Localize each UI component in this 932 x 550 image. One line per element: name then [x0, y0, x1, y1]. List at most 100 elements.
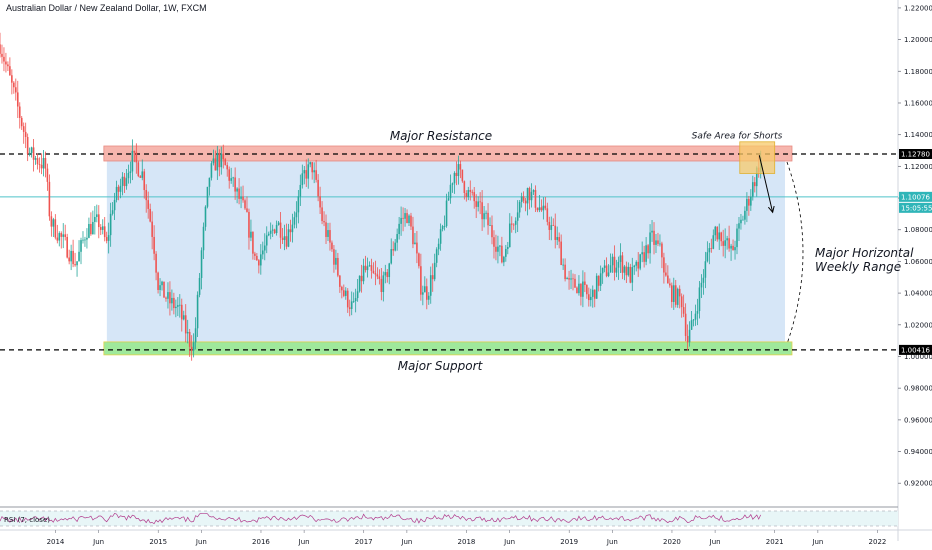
candle-body [510, 223, 513, 225]
candle-body [115, 186, 118, 200]
candle-body [439, 229, 442, 244]
candle-body [339, 275, 341, 287]
y-tick-label: 1.16000 [904, 99, 932, 107]
candle-body [173, 297, 175, 309]
candle-body [252, 231, 254, 254]
candle-body [143, 171, 146, 191]
candle-body [295, 212, 298, 218]
candle-body [449, 184, 452, 199]
candle-body [445, 200, 448, 227]
candle-body [532, 190, 535, 192]
candle-body [641, 252, 643, 255]
candle-body [348, 307, 351, 309]
candle-body [76, 261, 78, 266]
candle-body [36, 158, 39, 165]
candle-body [226, 165, 229, 170]
candle-body [354, 298, 357, 302]
candle-body [580, 283, 582, 297]
candle-body [734, 247, 736, 251]
candle-body [135, 152, 138, 163]
candle-body [722, 241, 724, 246]
candle-body [696, 311, 699, 314]
candle-body [473, 192, 476, 202]
candle-body [313, 170, 315, 173]
candle-body [546, 208, 549, 222]
candle-body [692, 319, 695, 321]
candle-body [461, 169, 464, 182]
candle-body [58, 233, 61, 241]
candle-body [477, 201, 479, 207]
candle-body [15, 87, 17, 93]
candle-body [595, 275, 598, 299]
y-tick-label: 1.22000 [904, 4, 932, 12]
candle-body [556, 237, 558, 240]
candle-body [133, 150, 136, 153]
candle-body [382, 275, 385, 293]
candle-body [362, 265, 365, 282]
candle-body [708, 248, 711, 253]
resistance-price-tag: 1.12780 [901, 151, 930, 159]
candle-body [307, 164, 310, 179]
candle-body [192, 342, 195, 351]
candle-body [13, 82, 15, 88]
x-tick-label: 2015 [149, 538, 167, 546]
candle-body [208, 177, 211, 187]
candle-body [97, 214, 100, 228]
candle-body [364, 265, 367, 271]
candle-body [680, 296, 683, 308]
candle-body [402, 217, 404, 219]
candle-body [591, 289, 594, 297]
x-tick-label: 2019 [560, 538, 578, 546]
candle-body [303, 170, 306, 174]
candle-body [242, 196, 244, 201]
candle-body [88, 223, 90, 238]
candle-body [724, 240, 726, 246]
candle-body [621, 255, 624, 273]
candle-body [200, 250, 203, 278]
candle-body [483, 213, 485, 220]
x-tick-label: 2016 [252, 538, 270, 546]
candle-body [682, 307, 685, 314]
candle-body [435, 249, 438, 263]
candle-body [311, 162, 313, 173]
candle-body [414, 242, 416, 245]
candle-body [690, 320, 693, 330]
candle-body [684, 313, 687, 336]
candle-body [5, 61, 7, 65]
x-tick-label: 2022 [869, 538, 887, 546]
candle-body [66, 236, 68, 258]
candle-body [234, 177, 236, 192]
candle-body [165, 297, 167, 299]
candle-body [72, 250, 74, 265]
candle-body [153, 236, 155, 254]
candle-body [137, 162, 140, 177]
x-tick-label: Jun [811, 538, 823, 546]
candle-body [386, 272, 389, 278]
candle-body [327, 230, 329, 237]
candle-body [11, 75, 13, 83]
candle-body [586, 285, 588, 295]
candle-body [94, 216, 96, 222]
candle-body [568, 278, 570, 280]
candle-body [657, 240, 659, 244]
rsi-band [0, 511, 898, 526]
candle-body [582, 281, 584, 297]
candle-body [123, 176, 126, 187]
candle-body [210, 163, 213, 178]
candle-body [18, 106, 21, 118]
candle-body [30, 147, 33, 153]
candle-body [647, 245, 649, 254]
candle-body [499, 245, 501, 247]
candle-body [301, 173, 304, 185]
candle-body [56, 237, 59, 241]
safe-area-box [739, 141, 776, 174]
candle-body [410, 215, 412, 227]
chart-title: Australian Dollar / New Zealand Dollar, … [6, 3, 207, 13]
candle-body [86, 237, 88, 240]
candle-body [335, 257, 337, 265]
candle-body [341, 286, 343, 291]
candle-body [645, 245, 647, 262]
candle-body [686, 335, 689, 343]
candle-body [667, 275, 669, 284]
